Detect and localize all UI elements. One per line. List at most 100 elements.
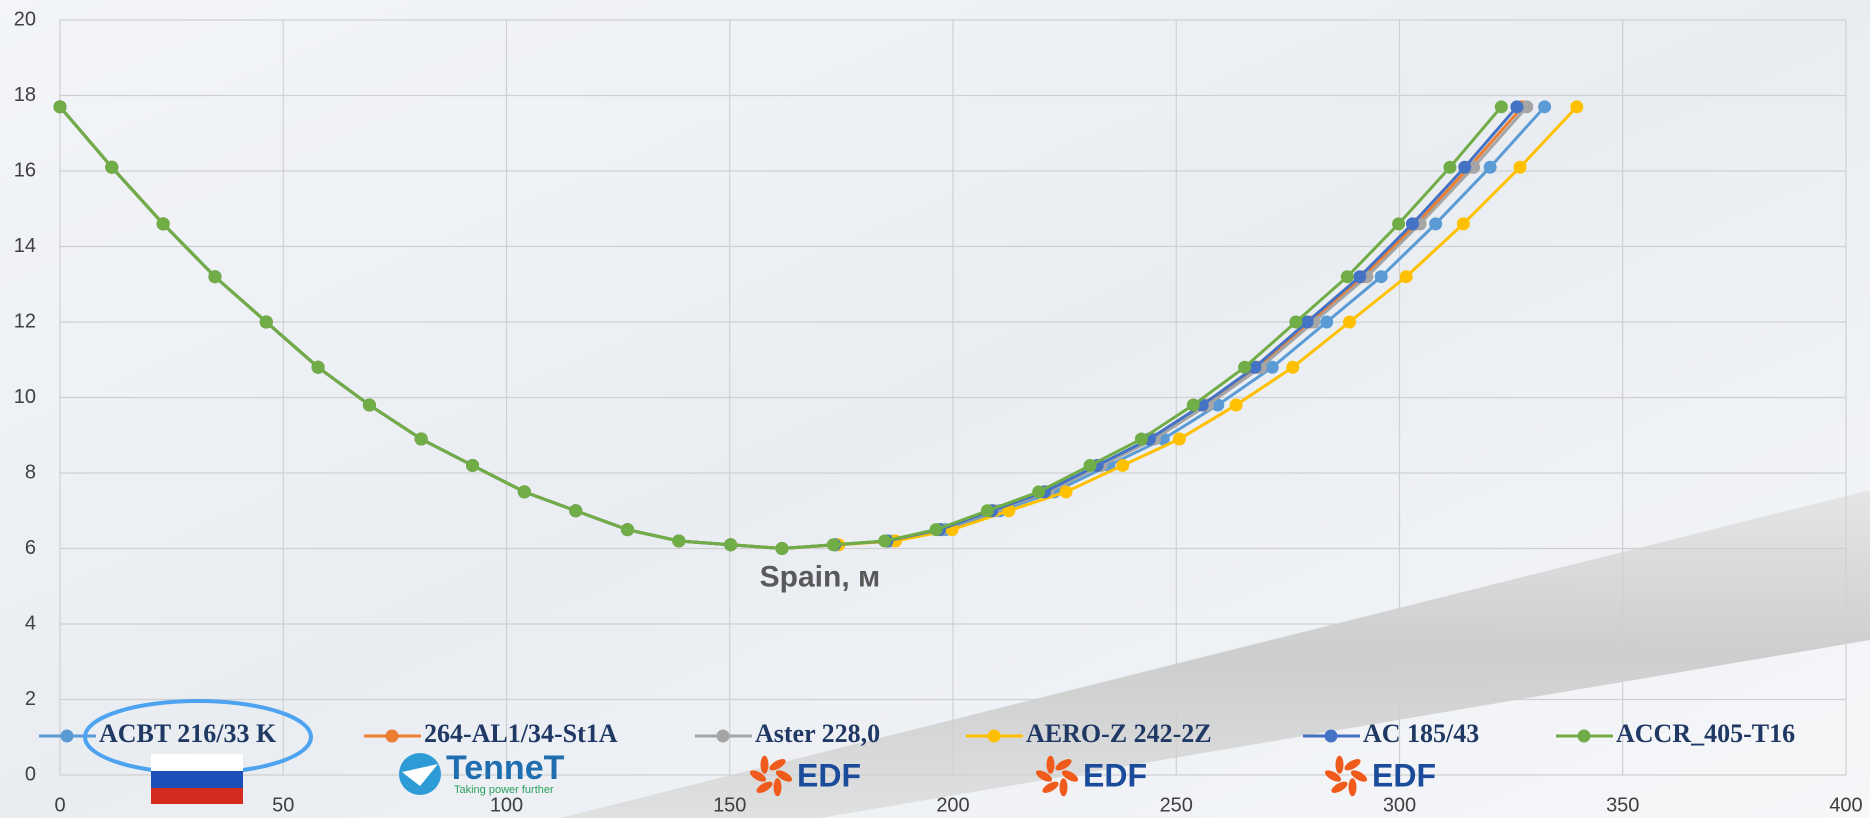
edf-logo: EDF (1324, 755, 1436, 797)
data-point (517, 485, 531, 499)
x-tick-label: 250 (1160, 794, 1193, 816)
edf-petal (1350, 770, 1368, 782)
data-point (156, 217, 170, 231)
edf-petal (749, 770, 767, 782)
data-point (53, 100, 67, 114)
data-point (1340, 270, 1354, 284)
data-point (1520, 100, 1534, 114)
data-point (1429, 217, 1443, 231)
y-tick-label: 14 (14, 235, 36, 257)
data-point (826, 538, 840, 552)
logo-tagline: Taking power further (454, 784, 554, 796)
tennet-logo: TenneT Taking power further (399, 749, 565, 796)
y-tick-label: 0 (25, 763, 36, 785)
x-tick-label: 50 (272, 794, 294, 816)
x-tick-label: 100 (490, 794, 523, 816)
edf-logo: EDF (749, 755, 861, 797)
data-point (1059, 485, 1073, 499)
data-point (1265, 360, 1279, 374)
data-point (1238, 360, 1252, 374)
data-point (1483, 160, 1497, 174)
data-point (1458, 160, 1472, 174)
data-point (775, 542, 789, 555)
edf-petal (1331, 781, 1348, 793)
data-point (1186, 398, 1200, 412)
data-point (1289, 315, 1303, 329)
legend-marker (716, 729, 730, 743)
y-tick-label: 20 (14, 8, 36, 30)
data-point (362, 398, 376, 412)
data-point (1002, 504, 1016, 518)
data-point (259, 315, 273, 329)
data-point (1083, 458, 1097, 472)
edf-petal (1059, 778, 1068, 797)
data-point (1538, 100, 1552, 114)
x-tick-label: 300 (1383, 794, 1416, 816)
plot (53, 100, 1584, 555)
legend-label: AERO-Z 242-2Z (1026, 719, 1212, 748)
data-point (311, 360, 325, 374)
cable-image (560, 490, 1870, 818)
legend-label: AC 185/43 (1363, 719, 1479, 748)
annotation: Spain, м (760, 561, 881, 594)
data-point (1320, 315, 1334, 329)
edf-petal (756, 781, 773, 793)
data-point (878, 534, 892, 548)
data-point (980, 504, 994, 518)
edf-logo: EDF (1035, 755, 1147, 797)
logo-text: TenneT (446, 749, 565, 787)
edf-petal (1061, 770, 1079, 782)
legend: ACBT 216/33 K 264-AL1/34-St1A Aster 228,0 A… (39, 719, 1795, 748)
logo-text: EDF (1083, 757, 1147, 793)
edf-petal (1335, 755, 1344, 774)
edf-petal (1344, 759, 1361, 771)
y-tick-label: 18 (14, 84, 36, 106)
data-point (929, 523, 943, 537)
data-point (672, 534, 686, 548)
edf-petal (1324, 770, 1342, 782)
russian-flag (151, 754, 243, 804)
data-point (1494, 100, 1508, 114)
logo-text: EDF (797, 757, 861, 793)
data-point (1374, 270, 1388, 284)
x-tick-label: 350 (1606, 794, 1639, 816)
logo-text: EDF (1372, 757, 1436, 793)
data-point (1342, 315, 1356, 329)
legend-marker (987, 729, 1001, 743)
edf-petal (775, 770, 793, 782)
x-tick-label: 200 (936, 794, 969, 816)
data-point (1172, 432, 1186, 446)
legend-label: Aster 228,0 (755, 719, 880, 748)
data-point (1116, 458, 1130, 472)
legend-label: 264-AL1/34-St1A (424, 719, 618, 748)
data-point (1032, 485, 1046, 499)
data-point (466, 458, 480, 472)
data-point (1392, 217, 1406, 231)
x-tick-label: 150 (713, 794, 746, 816)
data-point (1353, 270, 1367, 284)
data-point (621, 523, 635, 537)
y-tick-label: 6 (25, 537, 36, 559)
data-point (1510, 100, 1524, 114)
y-tick-label: 10 (14, 386, 36, 408)
y-tick-label: 8 (25, 461, 36, 483)
edf-petal (1046, 755, 1055, 774)
y-tick-label: 16 (14, 159, 36, 181)
y-tick-label: 2 (25, 688, 36, 710)
edf-petal (1042, 781, 1059, 793)
data-point (1467, 160, 1481, 174)
legend-marker (60, 729, 74, 743)
edf-petal (1035, 770, 1053, 782)
legend-marker (1577, 729, 1591, 743)
data-point (105, 160, 119, 174)
legend-marker (385, 729, 399, 743)
edf-petal (1055, 759, 1072, 771)
data-point (1570, 100, 1584, 114)
data-point (1513, 160, 1527, 174)
edf-petal (760, 755, 769, 774)
data-point (208, 270, 222, 284)
data-point (1229, 398, 1243, 412)
